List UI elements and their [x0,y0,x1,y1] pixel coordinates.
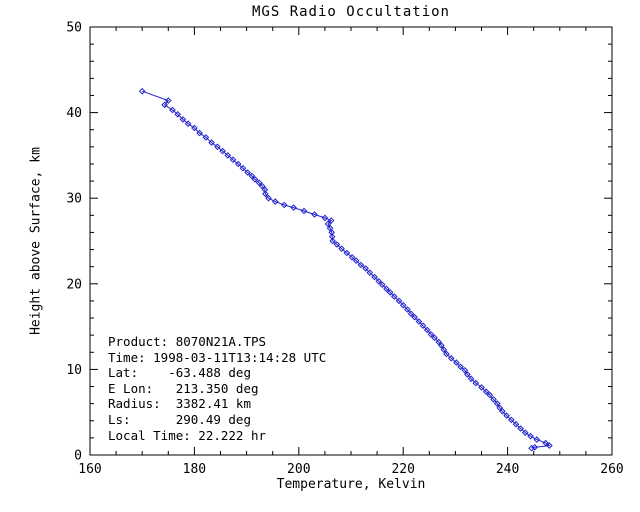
annotation-block: Product: 8070N21A.TPS Time: 1998-03-11T1… [108,334,326,443]
tick-labels: 160 180 200 220 240 260 0 10 20 30 40 50 [66,21,623,478]
annotation-line-product: Product: 8070N21A.TPS [108,334,267,349]
data-point-markers [138,87,553,452]
x-axis-label: Temperature, Kelvin [276,477,426,492]
axis-ticks [89,26,613,456]
x-tick-label: 200 [287,462,310,477]
x-tick-label: 240 [496,462,519,477]
annotation-line-radius: Radius: 3382.41 km [108,396,251,412]
y-tick-label: 20 [66,277,82,292]
temperature-profile-line [142,90,551,449]
annotation-line-ls: Ls: 290.49 deg [108,411,251,427]
x-tick-label: 260 [600,462,623,477]
annotation-line-time: Time: 1998-03-11T13:14:28 UTC [108,349,327,365]
y-tick-label: 50 [66,21,82,36]
x-tick-label: 220 [391,462,414,477]
x-tick-label: 180 [183,462,206,477]
chart-title: MGS Radio Occultation [251,4,450,20]
y-tick-label: 10 [66,363,82,378]
annotation-line-lat: Lat: -63.488 deg [108,365,251,381]
y-axis-label: Height above Surface, km [28,147,44,335]
annotation-line-elon: E Lon: 213.350 deg [108,380,259,396]
x-tick-label: 160 [78,462,101,477]
y-tick-label: 40 [66,106,82,121]
y-tick-label: 0 [74,449,82,464]
annotation-line-localtime: Local Time: 22.222 hr [108,427,267,443]
y-tick-label: 30 [66,192,82,207]
